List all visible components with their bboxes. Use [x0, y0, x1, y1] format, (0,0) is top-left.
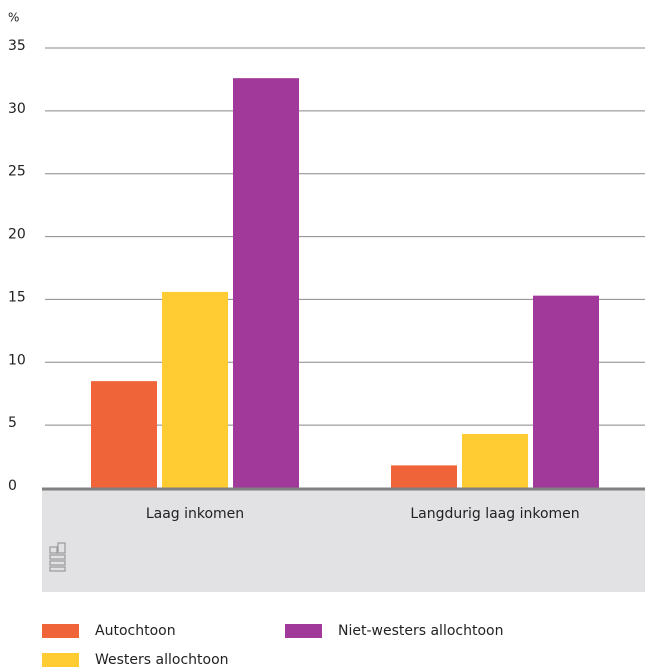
y-tick-label: 5	[8, 415, 17, 431]
x-tick-label: Laag inkomen	[146, 506, 244, 522]
legend-swatch	[285, 624, 322, 638]
y-tick-label: 35	[8, 38, 26, 54]
y-tick-label: 15	[8, 289, 26, 305]
bar	[162, 291, 228, 488]
legend-label: Autochtoon	[95, 623, 176, 639]
y-axis-label: %	[8, 11, 19, 25]
x-tick-label: Langdurig laag inkomen	[410, 506, 579, 522]
category-band	[42, 490, 645, 592]
y-tick-label: 25	[8, 164, 26, 180]
bar	[533, 295, 599, 488]
legend-label: Niet-westers allochtoon	[338, 623, 503, 639]
legend-swatch	[42, 653, 79, 667]
y-tick-label: 0	[8, 478, 17, 494]
y-tick-label: 10	[8, 352, 26, 368]
y-tick-label: 20	[8, 227, 26, 243]
legend-label: Westers allochtoon	[95, 652, 229, 668]
y-tick-label: 30	[8, 101, 26, 117]
bar	[391, 465, 457, 488]
bar	[91, 381, 157, 488]
bar	[233, 78, 299, 489]
legend-swatch	[42, 624, 79, 638]
bar	[462, 433, 528, 488]
logo	[49, 542, 66, 572]
